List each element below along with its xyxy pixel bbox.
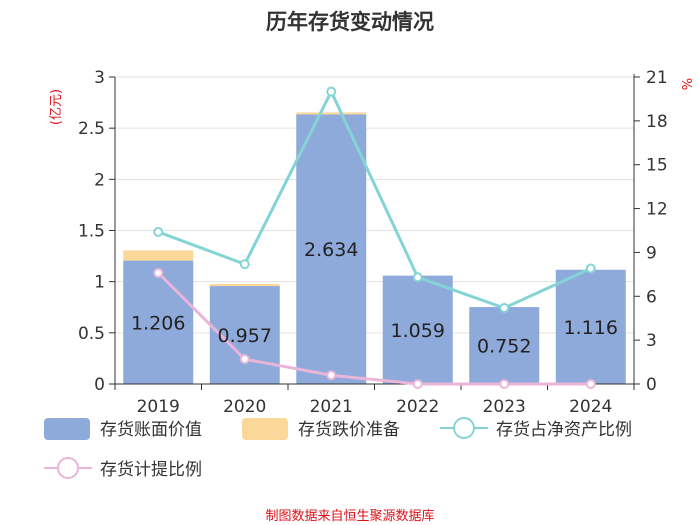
left-tick-label: 3 [94,68,105,88]
line-net-asset-ratio [157,88,592,310]
bar-value-label: 1.206 [131,312,185,334]
legend-net-asset-ratio: 存货占净资产比例 [440,417,632,440]
legend-label: 存货计提比例 [100,460,202,480]
legend-marker [453,417,475,439]
point-net-asset-ratio [239,259,250,270]
legend-label: 存货账面价值 [100,420,202,440]
legend-swatch [44,418,90,440]
right-tick-label: 3 [646,331,657,351]
bar-impairment-provision [296,112,367,115]
left-tick-label: 2 [94,170,105,190]
point-provision-ratio [326,370,337,381]
bar-impairment-provision [209,284,280,287]
bar-book-value [296,114,367,384]
x-tick-label: 2020 [223,397,266,417]
right-tick-label: 18 [646,112,668,132]
source-note: 制图数据来自恒生聚源数据库 [265,508,434,524]
bar-book-value [382,275,453,384]
point-provision-ratio [585,379,596,389]
bar-value-label: 1.116 [564,317,618,339]
left-tick-label: 0 [94,375,105,395]
point-net-asset-ratio [585,263,596,274]
right-tick-label: 21 [646,68,668,88]
grid-lines [115,76,634,385]
point-provision-ratio [153,267,164,278]
x-tick-label: 2024 [569,397,612,417]
bar-value-label: 2.634 [304,239,358,261]
left-tick-label: 1 [94,273,105,293]
legend-provision-ratio: 存货计提比例 [44,457,202,480]
point-provision-ratio [239,354,250,365]
point-provision-ratio [412,379,423,389]
bar-book-value [555,269,626,384]
bar-impairment-provision [123,250,194,261]
legend-label: 存货占净资产比例 [496,420,632,440]
left-tick-label: 1.5 [78,222,105,242]
point-net-asset-ratio [412,272,423,283]
bar-book-value [469,307,540,384]
right-tick-label: 0 [646,375,657,395]
left-tick-label: 2.5 [78,119,105,139]
right-tick-label: 15 [646,156,668,176]
point-provision-ratio [499,379,510,389]
point-net-asset-ratio [153,226,164,237]
left-tick-label: 0.5 [78,324,105,344]
legend-swatch [242,418,288,440]
data-labels: 1.206 0.957 2.634 1.059 0.752 1.116 [131,239,618,357]
x-tick-label: 2023 [483,397,526,417]
bar-value-label: 0.957 [218,325,272,347]
bar-book-value [123,260,194,384]
legend-marker [57,457,79,479]
right-tick-label: 12 [646,200,668,220]
line-provision-ratio [157,271,591,386]
series-lines [153,86,596,389]
x-tick-label: 2019 [137,397,180,417]
axes: 0 0.5 1 1.5 2 2.5 3 0 3 6 9 12 15 18 21 2019 2020 2021 202… [78,68,668,417]
chart-title: 历年存货变动情况 [266,10,434,34]
x-tick-label: 2022 [396,397,439,417]
left-axis-unit: (亿元) [49,89,64,125]
bar-value-label: 0.752 [477,336,531,358]
point-net-asset-ratio [326,86,337,97]
bars [123,112,626,384]
legend-impairment-provision: 存货跌价准备 [242,418,400,440]
bar-value-label: 1.059 [391,320,445,342]
right-tick-label: 6 [646,287,657,307]
x-tick-label: 2021 [310,397,353,417]
right-tick-label: 9 [646,243,657,263]
point-net-asset-ratio [499,302,510,313]
right-axis-unit: % [681,78,696,90]
legend-book-value: 存货账面价值 [44,418,202,440]
legend-label: 存货跌价准备 [298,420,400,440]
